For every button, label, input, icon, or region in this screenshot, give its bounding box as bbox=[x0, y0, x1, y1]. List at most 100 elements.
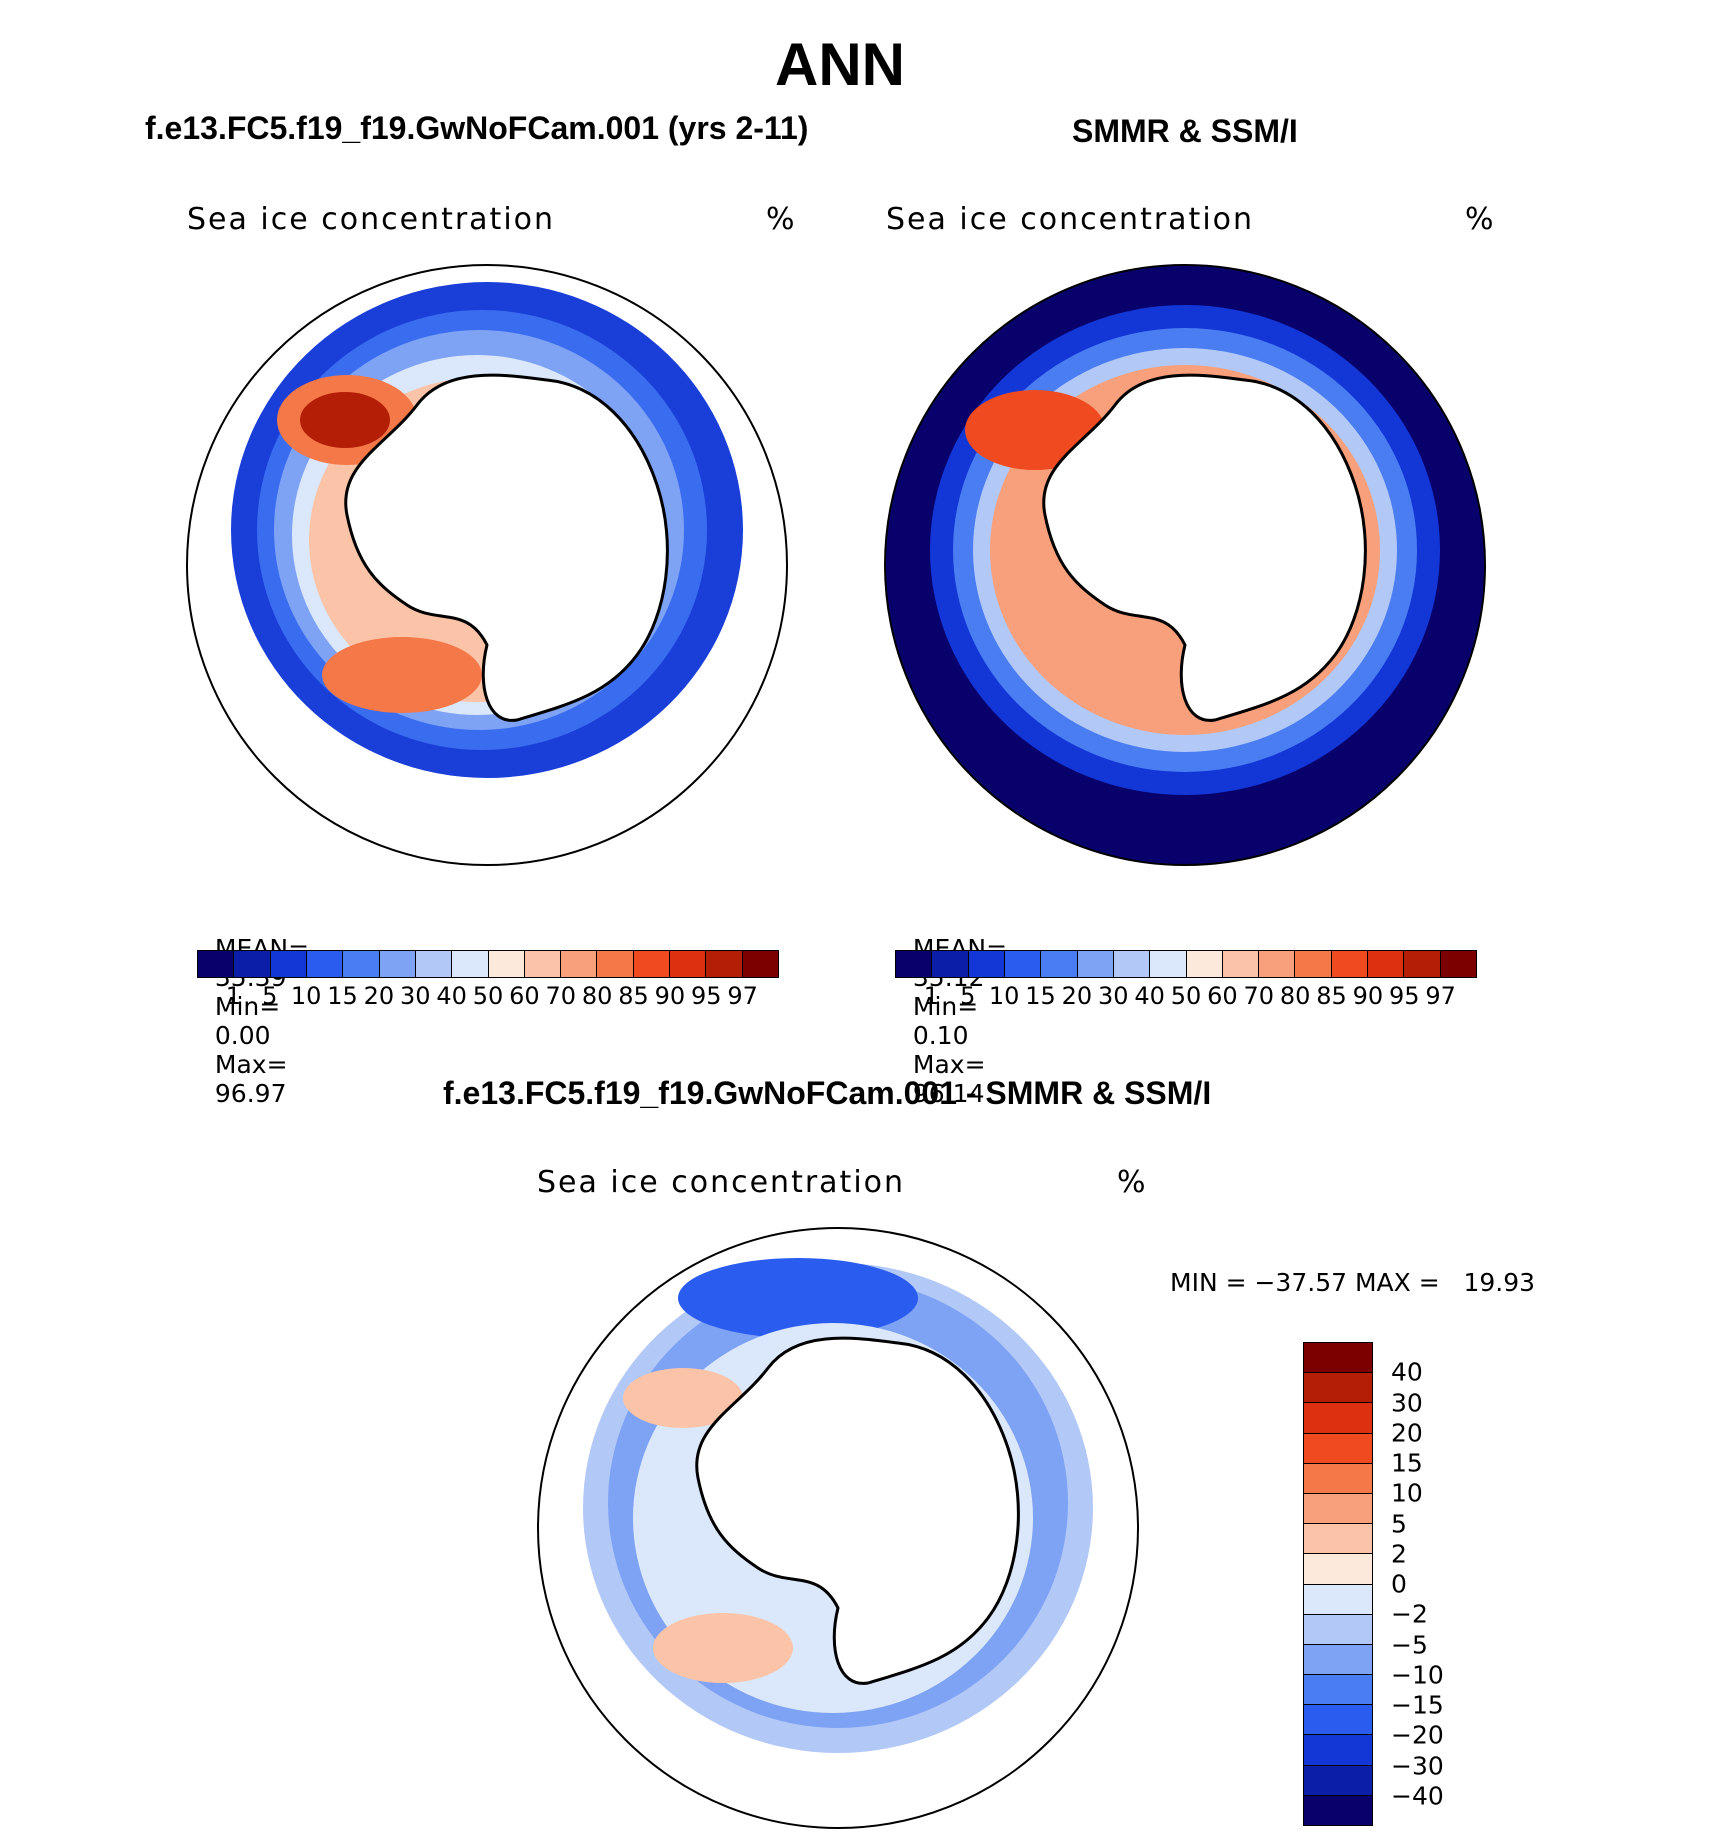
colorbar-tick-label: 70 bbox=[545, 982, 577, 1010]
colorbar-swatch bbox=[1304, 1463, 1372, 1494]
ross-sea-ice bbox=[322, 637, 482, 713]
colorbar-tick-label: −20 bbox=[1391, 1720, 1444, 1750]
colorbar-tick-label: 10 bbox=[290, 982, 322, 1010]
colorbar-swatch bbox=[198, 951, 235, 977]
colorbar-swatch bbox=[1304, 1373, 1372, 1404]
positive-anomaly bbox=[653, 1613, 793, 1683]
colorbar-swatch bbox=[306, 951, 344, 977]
antarctica-landmass bbox=[344, 373, 669, 722]
diff-zone-strong bbox=[678, 1258, 918, 1338]
obs-variable-label: Sea ice concentration bbox=[886, 202, 1255, 237]
model-units-label: % bbox=[766, 202, 797, 237]
colorbar-tick-label: 5 bbox=[1391, 1509, 1407, 1538]
colorbar-swatch bbox=[1259, 951, 1296, 977]
diff-polar-map bbox=[537, 1227, 1139, 1829]
obs-case-title: SMMR & SSM/I bbox=[1072, 113, 1298, 149]
colorbar-tick-label: 5 bbox=[960, 982, 976, 1010]
antarctica-landmass bbox=[695, 1336, 1020, 1685]
colorbar-swatch bbox=[1304, 1614, 1372, 1645]
positive-anomaly bbox=[623, 1368, 743, 1428]
colorbar-swatch bbox=[896, 951, 933, 977]
colorbar-tick-label: 80 bbox=[581, 982, 613, 1010]
colorbar-swatch bbox=[1304, 1675, 1372, 1706]
colorbar-swatches bbox=[1303, 1342, 1373, 1826]
colorbar-swatch bbox=[1304, 1584, 1372, 1615]
colorbar-tick-label: 95 bbox=[1388, 982, 1420, 1010]
colorbar-swatch bbox=[379, 951, 416, 977]
colorbar-swatch bbox=[742, 951, 778, 977]
colorbar-swatch bbox=[1304, 1403, 1372, 1434]
colorbar-swatches bbox=[895, 950, 1477, 978]
colorbar-ticks: 1 5 10 15 20 30 40 50 60 70 80 85 90 95 97 bbox=[197, 978, 779, 1010]
colorbar-swatch bbox=[1304, 1343, 1372, 1374]
min-value: 0.10 bbox=[912, 1021, 969, 1050]
colorbar-swatches bbox=[197, 950, 779, 978]
colorbar-swatch bbox=[706, 951, 743, 977]
colorbar-tick-label: 0 bbox=[1391, 1569, 1407, 1599]
colorbar-swatch bbox=[1113, 951, 1151, 977]
colorbar-swatch bbox=[1368, 951, 1405, 977]
obs-colorbar: 1 5 10 15 20 30 40 50 60 70 80 85 90 95 97 bbox=[895, 950, 1477, 1010]
colorbar-swatch bbox=[343, 951, 380, 977]
colorbar-tick-label: 50 bbox=[472, 982, 504, 1010]
diff-units-label: % bbox=[1117, 1165, 1148, 1200]
weddell-sea-ice-core bbox=[300, 392, 390, 448]
colorbar-tick-label: 40 bbox=[1134, 982, 1165, 1010]
colorbar-ticks: 1 5 10 15 20 30 40 50 60 70 80 85 90 95 97 bbox=[895, 978, 1477, 1010]
colorbar-ticks: 40 30 20 15 10 5 2 0 −2 −5 −10 −15 −20 −30 −40 bbox=[1391, 1342, 1471, 1826]
colorbar-swatch bbox=[488, 951, 525, 977]
max-label: Max= bbox=[912, 1050, 986, 1079]
obs-units-label: % bbox=[1465, 202, 1496, 237]
colorbar-swatch bbox=[1440, 951, 1476, 977]
colorbar-swatch bbox=[1304, 1524, 1372, 1555]
colorbar-tick-label: −15 bbox=[1391, 1690, 1444, 1720]
colorbar-tick-label: −40 bbox=[1391, 1781, 1444, 1811]
max-label: Max= bbox=[214, 1050, 288, 1079]
colorbar-swatch bbox=[1004, 951, 1042, 977]
colorbar-swatch bbox=[1304, 1765, 1372, 1796]
colorbar-swatch bbox=[633, 951, 671, 977]
colorbar-swatch bbox=[234, 951, 271, 977]
colorbar-swatch bbox=[1150, 951, 1187, 977]
colorbar-tick-label: 80 bbox=[1279, 982, 1311, 1010]
colorbar-tick-label: 15 bbox=[1025, 982, 1056, 1010]
colorbar-tick-label: 20 bbox=[363, 982, 395, 1010]
colorbar-tick-label: 1 bbox=[923, 982, 940, 1010]
colorbar-tick-label: 2 bbox=[1391, 1539, 1407, 1569]
colorbar-swatch bbox=[1304, 1735, 1372, 1766]
colorbar-swatch bbox=[1304, 1795, 1372, 1825]
colorbar-swatch bbox=[1304, 1705, 1372, 1736]
colorbar-tick-label: 15 bbox=[327, 982, 358, 1010]
colorbar-swatch bbox=[1304, 1493, 1372, 1525]
colorbar-tick-label: 5 bbox=[262, 982, 278, 1010]
colorbar-tick-label: −10 bbox=[1391, 1660, 1444, 1690]
colorbar-swatch bbox=[1295, 951, 1332, 977]
colorbar-swatch bbox=[1077, 951, 1114, 977]
colorbar-tick-label: −30 bbox=[1391, 1751, 1444, 1780]
colorbar-tick-label: 20 bbox=[1061, 982, 1093, 1010]
colorbar-tick-label: 40 bbox=[436, 982, 467, 1010]
max-value: 96.14 bbox=[912, 1079, 985, 1108]
colorbar-swatch bbox=[415, 951, 453, 977]
diff-case-title: f.e13.FC5.f19_f19.GwNoFCam.001 - SMMR & … bbox=[443, 1075, 1212, 1111]
colorbar-tick-label: 85 bbox=[1316, 982, 1347, 1010]
model-polar-map bbox=[186, 264, 788, 866]
colorbar-tick-label: 30 bbox=[399, 982, 431, 1010]
diff-stats: MIN = −37.57 MAX = 19.93 bbox=[1170, 1268, 1536, 1297]
antarctica-landmass bbox=[1042, 373, 1367, 722]
colorbar-swatch bbox=[597, 951, 634, 977]
colorbar-tick-label: 97 bbox=[1425, 982, 1456, 1010]
colorbar-tick-label: 50 bbox=[1170, 982, 1202, 1010]
colorbar-tick-label: 95 bbox=[690, 982, 722, 1010]
obs-polar-map bbox=[884, 264, 1486, 866]
colorbar-tick-label: 70 bbox=[1243, 982, 1275, 1010]
colorbar-swatch bbox=[452, 951, 489, 977]
colorbar-swatch bbox=[1331, 951, 1369, 977]
colorbar-tick-label: 85 bbox=[618, 982, 649, 1010]
colorbar-swatch bbox=[270, 951, 307, 977]
colorbar-tick-label: 60 bbox=[509, 982, 540, 1010]
colorbar-swatch bbox=[1186, 951, 1223, 977]
colorbar-swatch bbox=[524, 951, 562, 977]
figure-title: ANN bbox=[775, 31, 905, 98]
colorbar-tick-label: 40 bbox=[1391, 1357, 1423, 1387]
